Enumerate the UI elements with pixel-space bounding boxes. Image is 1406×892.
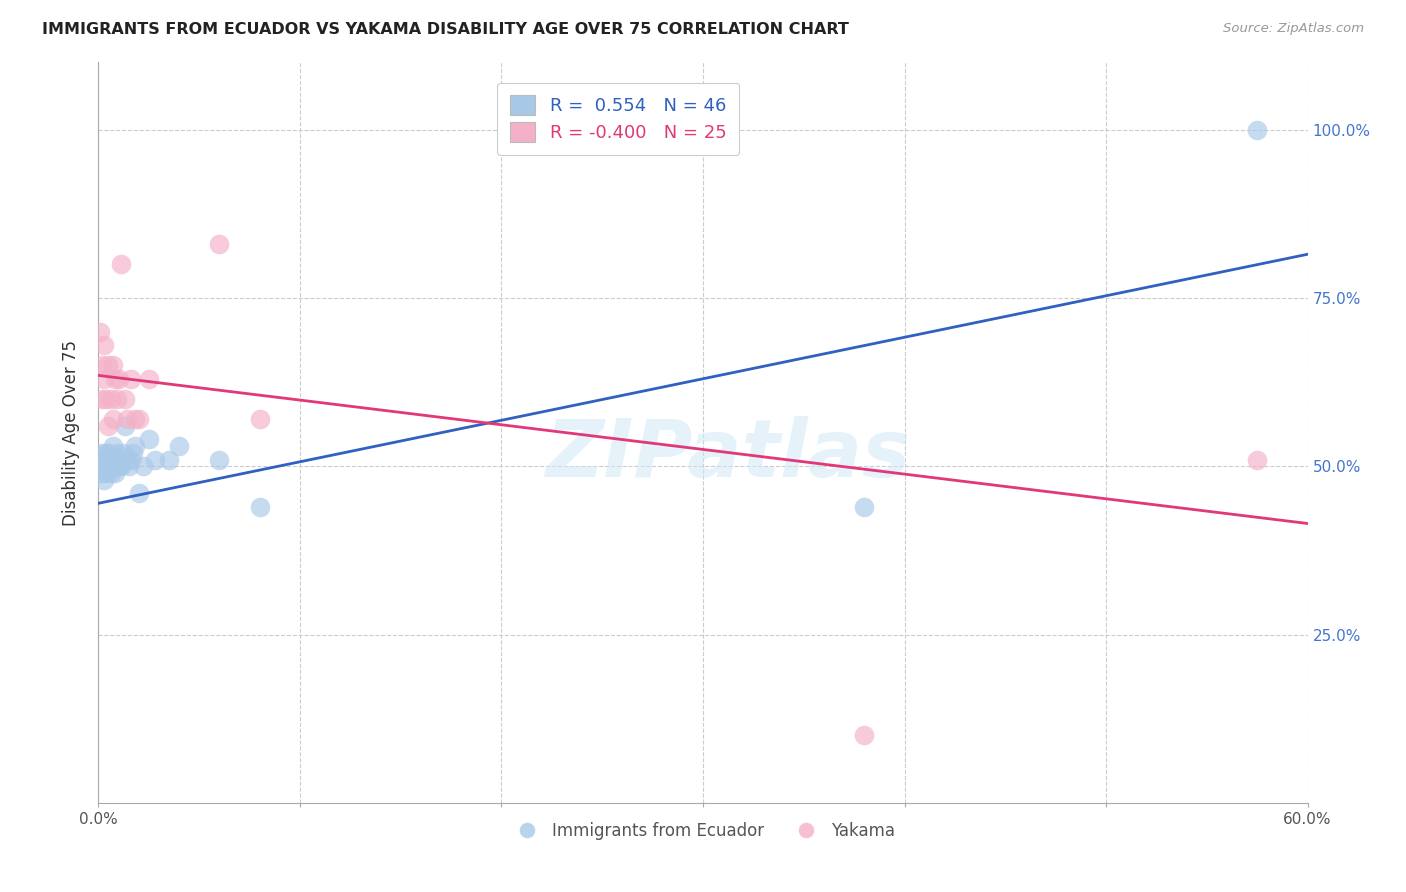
Point xyxy=(107,452,129,467)
Point xyxy=(97,446,120,460)
Point xyxy=(93,473,115,487)
Point xyxy=(91,459,114,474)
Point xyxy=(1246,122,1268,136)
Point xyxy=(124,412,146,426)
Point xyxy=(107,459,129,474)
Point xyxy=(121,446,143,460)
Point xyxy=(89,452,111,467)
Point xyxy=(89,459,111,474)
Point xyxy=(93,459,115,474)
Point xyxy=(128,412,150,426)
Point xyxy=(103,459,125,474)
Point xyxy=(101,452,124,467)
Point xyxy=(124,439,146,453)
Point xyxy=(1246,452,1268,467)
Point xyxy=(100,466,122,480)
Point xyxy=(118,459,141,474)
Text: ZIPatlas: ZIPatlas xyxy=(544,416,910,494)
Point xyxy=(96,466,118,480)
Point xyxy=(97,359,120,373)
Point xyxy=(91,392,114,406)
Point xyxy=(143,452,166,467)
Point xyxy=(208,237,231,252)
Point xyxy=(101,412,124,426)
Point xyxy=(103,372,125,386)
Point xyxy=(115,452,138,467)
Point xyxy=(100,392,122,406)
Point xyxy=(101,459,124,474)
Point xyxy=(115,412,138,426)
Point xyxy=(120,372,142,386)
Point xyxy=(91,359,114,373)
Point xyxy=(96,392,118,406)
Point xyxy=(93,338,115,352)
Point xyxy=(97,452,120,467)
Point xyxy=(105,446,128,460)
Point xyxy=(91,466,114,480)
Point xyxy=(114,392,136,406)
Point xyxy=(107,372,129,386)
Point xyxy=(249,412,271,426)
Point xyxy=(89,325,111,339)
Point xyxy=(93,459,115,474)
Point xyxy=(105,392,128,406)
Point xyxy=(138,433,160,447)
Point xyxy=(114,418,136,433)
Point xyxy=(101,359,124,373)
Point xyxy=(853,500,876,514)
Y-axis label: Disability Age Over 75: Disability Age Over 75 xyxy=(62,340,80,525)
Point xyxy=(138,372,160,386)
Point xyxy=(101,439,124,453)
Point xyxy=(93,372,115,386)
Point xyxy=(132,459,155,474)
Point xyxy=(96,446,118,460)
Point xyxy=(120,452,142,467)
Point xyxy=(100,459,122,474)
Point xyxy=(208,452,231,467)
Point xyxy=(103,452,125,467)
Legend: Immigrants from Ecuador, Yakama: Immigrants from Ecuador, Yakama xyxy=(505,815,901,847)
Point xyxy=(97,459,120,474)
Point xyxy=(110,459,132,474)
Text: Source: ZipAtlas.com: Source: ZipAtlas.com xyxy=(1223,22,1364,36)
Point xyxy=(91,446,114,460)
Point xyxy=(249,500,271,514)
Point xyxy=(100,452,122,467)
Point xyxy=(93,452,115,467)
Point xyxy=(167,439,190,453)
Point xyxy=(110,257,132,271)
Point xyxy=(97,418,120,433)
Point xyxy=(103,466,125,480)
Point xyxy=(96,459,118,474)
Text: IMMIGRANTS FROM ECUADOR VS YAKAMA DISABILITY AGE OVER 75 CORRELATION CHART: IMMIGRANTS FROM ECUADOR VS YAKAMA DISABI… xyxy=(42,22,849,37)
Point xyxy=(157,452,180,467)
Point xyxy=(128,486,150,500)
Point xyxy=(853,729,876,743)
Point xyxy=(105,459,128,474)
Point xyxy=(111,446,134,460)
